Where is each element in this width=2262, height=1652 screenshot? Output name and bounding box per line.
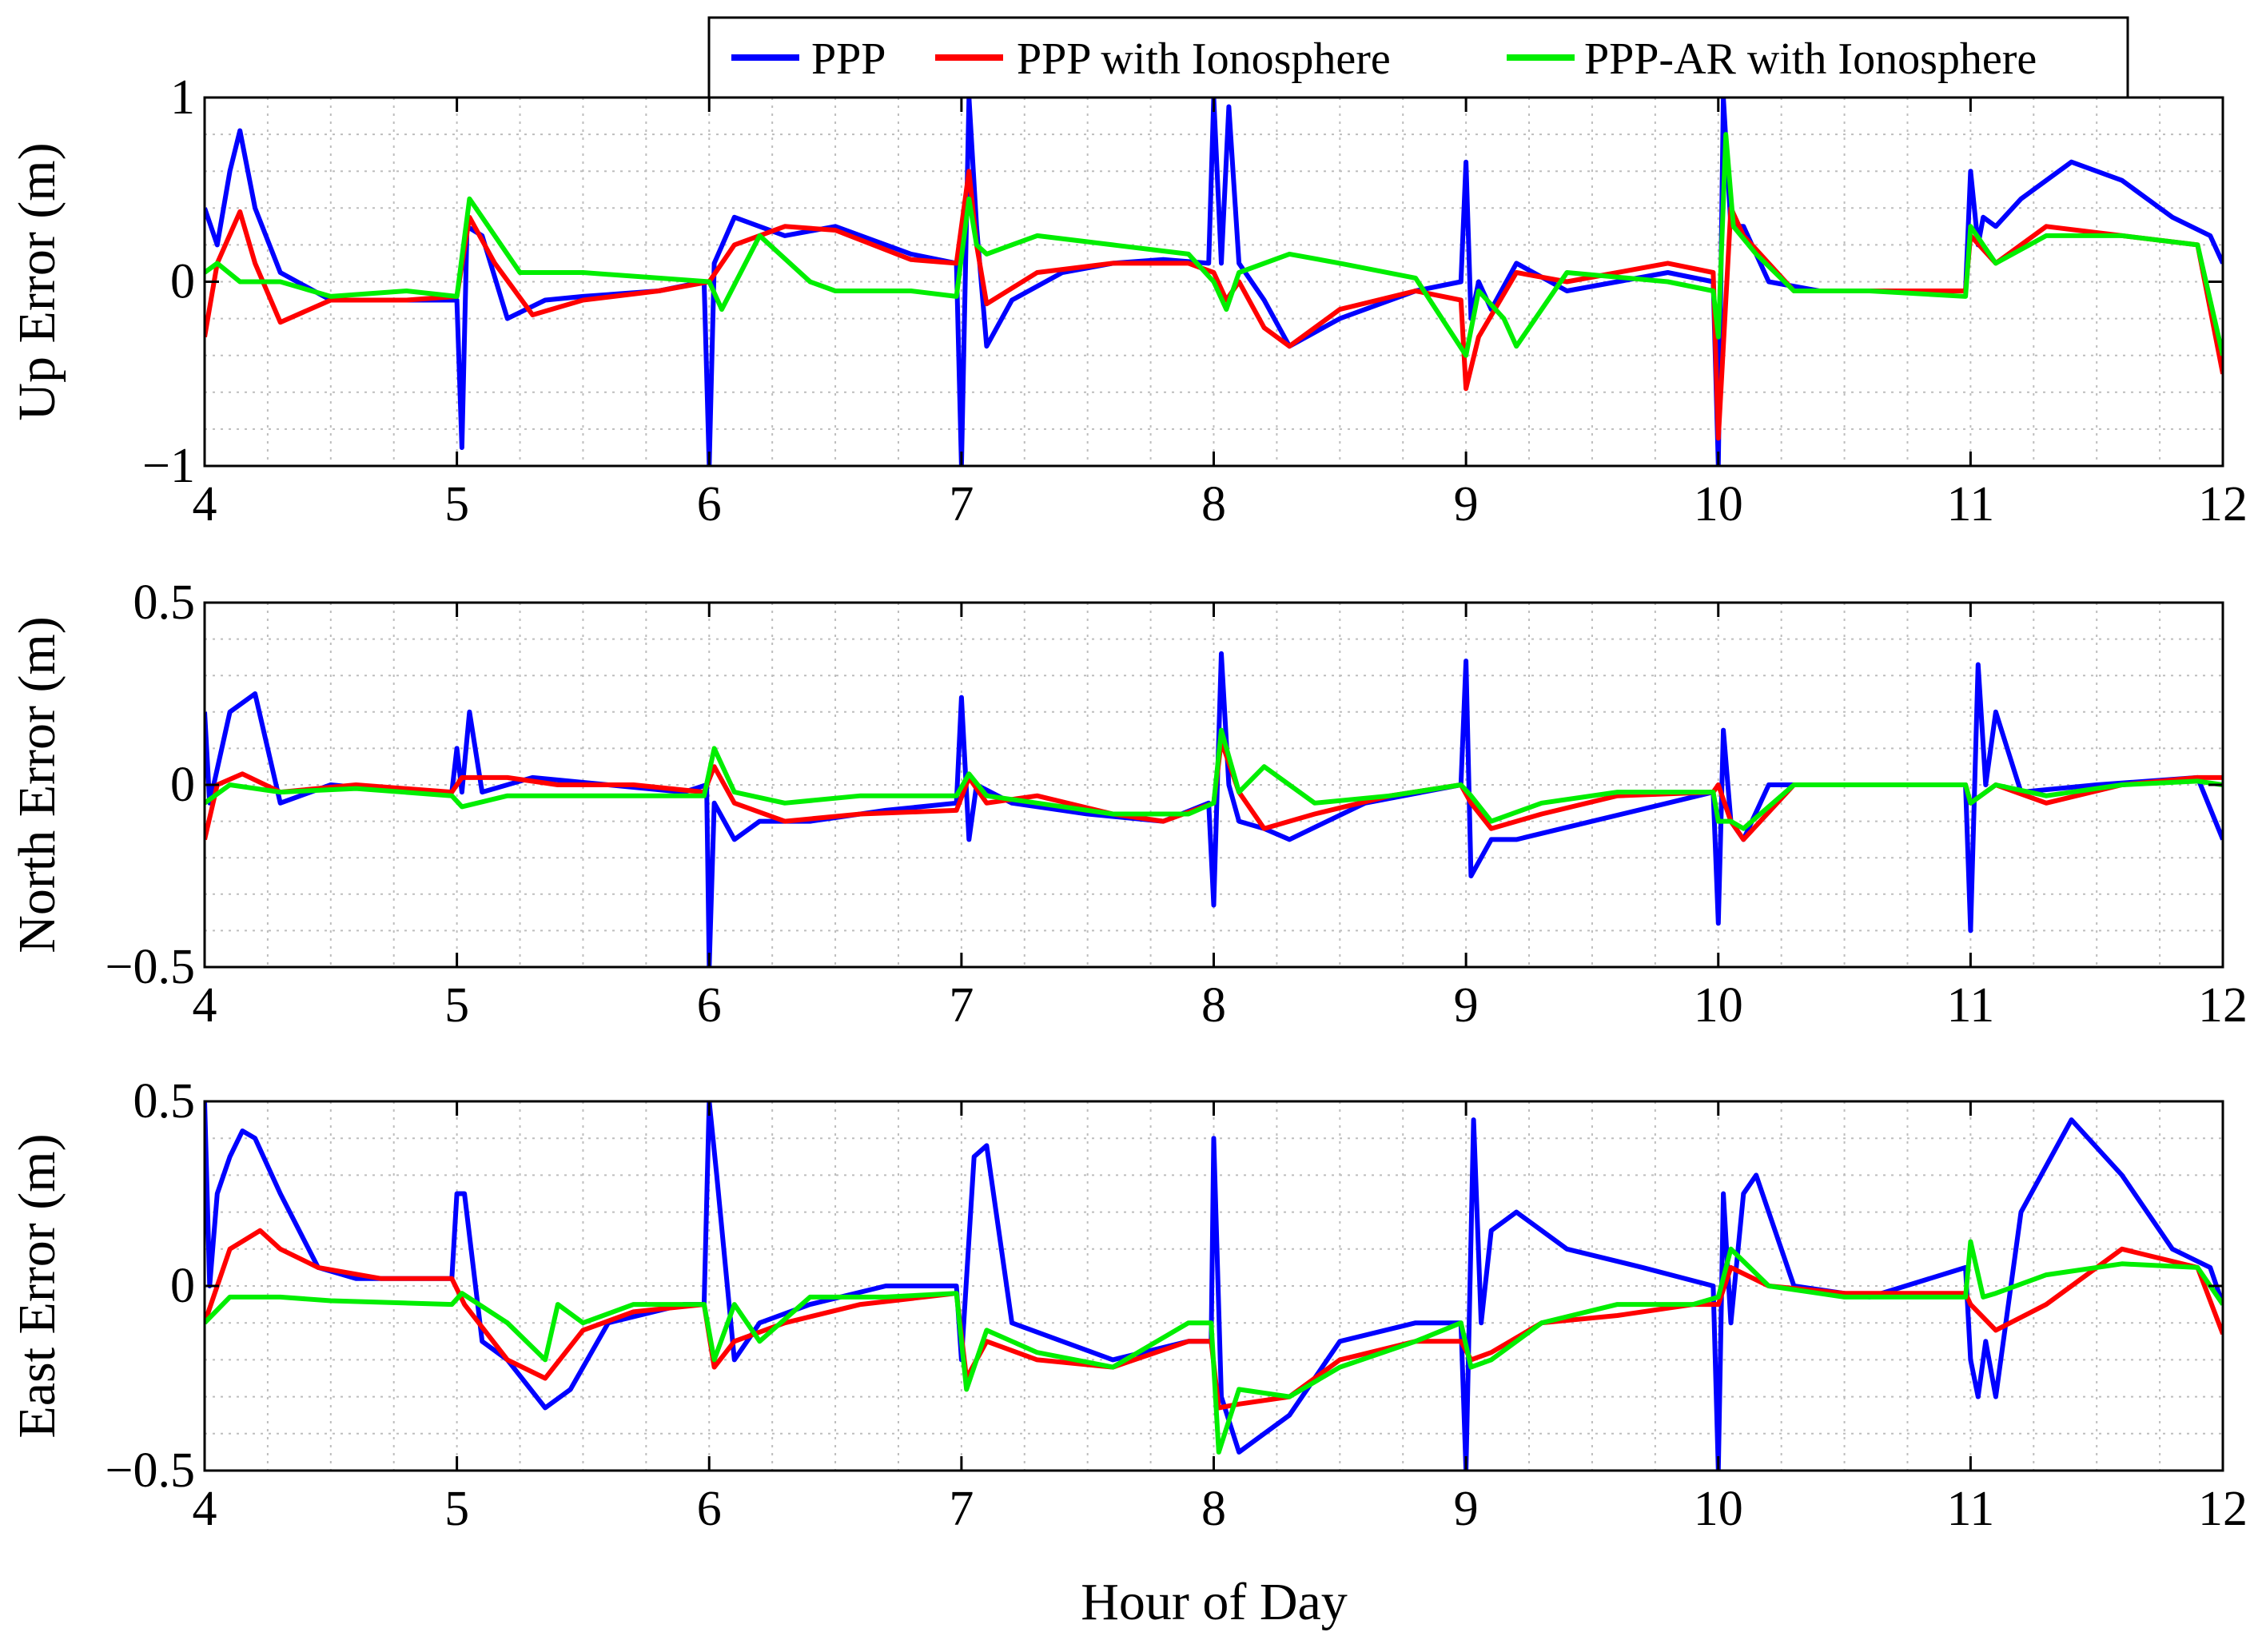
series-line-ppp bbox=[205, 651, 2223, 967]
x-tick-label: 9 bbox=[1454, 1482, 1479, 1536]
x-tick-label: 4 bbox=[193, 477, 217, 531]
x-tick-label: 11 bbox=[1947, 1482, 1995, 1536]
series-line-ppp-ar-with-ionosphere bbox=[205, 1239, 2223, 1455]
series-line-ppp-ar-with-ionosphere bbox=[205, 727, 2223, 831]
x-tick-label: 7 bbox=[949, 477, 974, 531]
x-tick-label: 9 bbox=[1454, 978, 1479, 1033]
y-tick-label: 0.5 bbox=[133, 1074, 196, 1129]
x-tick-label: 5 bbox=[444, 978, 469, 1033]
x-tick-label: 9 bbox=[1454, 477, 1479, 531]
x-tick-label: 11 bbox=[1947, 477, 1995, 531]
y-tick-label: 0 bbox=[170, 255, 195, 309]
chart-panel-0: 4 5 6 7 8 9 10 11 12 −1 0 1 Up Error (m) bbox=[8, 70, 2248, 531]
x-tick-label: 6 bbox=[697, 1482, 722, 1536]
y-axis-label: Up Error (m) bbox=[8, 142, 66, 420]
x-tick-label: 10 bbox=[1694, 1482, 1743, 1536]
x-tick-label: 6 bbox=[697, 978, 722, 1033]
legend-label-ppp: PPP bbox=[811, 34, 886, 84]
x-tick-label: 12 bbox=[2198, 477, 2248, 531]
x-tick-label: 6 bbox=[697, 477, 722, 531]
series-line-ppp-ar-with-ionosphere bbox=[205, 132, 2223, 358]
x-tick-label: 7 bbox=[949, 978, 974, 1033]
x-tick-label: 7 bbox=[949, 1482, 974, 1536]
y-tick-label: −0.5 bbox=[106, 940, 195, 994]
y-axis-label: North Error (m) bbox=[8, 616, 66, 953]
x-tick-label: 4 bbox=[193, 978, 217, 1033]
x-tick-label: 5 bbox=[444, 1482, 469, 1536]
x-tick-label: 5 bbox=[444, 477, 469, 531]
x-tick-label: 10 bbox=[1694, 978, 1743, 1033]
x-tick-label: 10 bbox=[1694, 477, 1743, 531]
x-tick-label: 8 bbox=[1201, 1482, 1226, 1536]
x-tick-label: 4 bbox=[193, 1482, 217, 1536]
x-tick-label: 8 bbox=[1201, 978, 1226, 1033]
chart-panel-1: 4 5 6 7 8 9 10 11 12 −0.5 0 0.5 North Error (m) bbox=[8, 575, 2248, 1033]
y-tick-label: −1 bbox=[142, 439, 195, 493]
legend: PPP PPP with Ionosphere PPP-AR with Iono… bbox=[707, 16, 2129, 99]
x-tick-label: 8 bbox=[1201, 477, 1226, 531]
y-tick-label: 1 bbox=[170, 70, 195, 125]
legend-label-ppp-iono: PPP with Ionosphere bbox=[1017, 34, 1391, 84]
x-tick-label: 12 bbox=[2198, 978, 2248, 1033]
y-axis-label: East Error (m) bbox=[8, 1133, 66, 1438]
y-tick-label: −0.5 bbox=[106, 1443, 195, 1498]
y-tick-label: 0 bbox=[170, 1259, 195, 1313]
x-axis-label: Hour of Day bbox=[1081, 1573, 1348, 1631]
chart-panels: 4 5 6 7 8 9 10 11 12 −1 0 1 Up Error (m) 4 5 6 7 8 9 10 11 12… bbox=[8, 70, 2248, 1536]
chart-panel-2: 4 5 6 7 8 9 10 11 12 −0.5 0 0.5 East Error (m) bbox=[8, 1074, 2248, 1536]
legend-label-ppp-ar-iono: PPP-AR with Ionosphere bbox=[1584, 34, 2037, 84]
y-tick-label: 0 bbox=[170, 758, 195, 812]
x-tick-label: 12 bbox=[2198, 1482, 2248, 1536]
x-tick-label: 11 bbox=[1947, 978, 1995, 1033]
y-tick-label: 0.5 bbox=[133, 575, 196, 630]
